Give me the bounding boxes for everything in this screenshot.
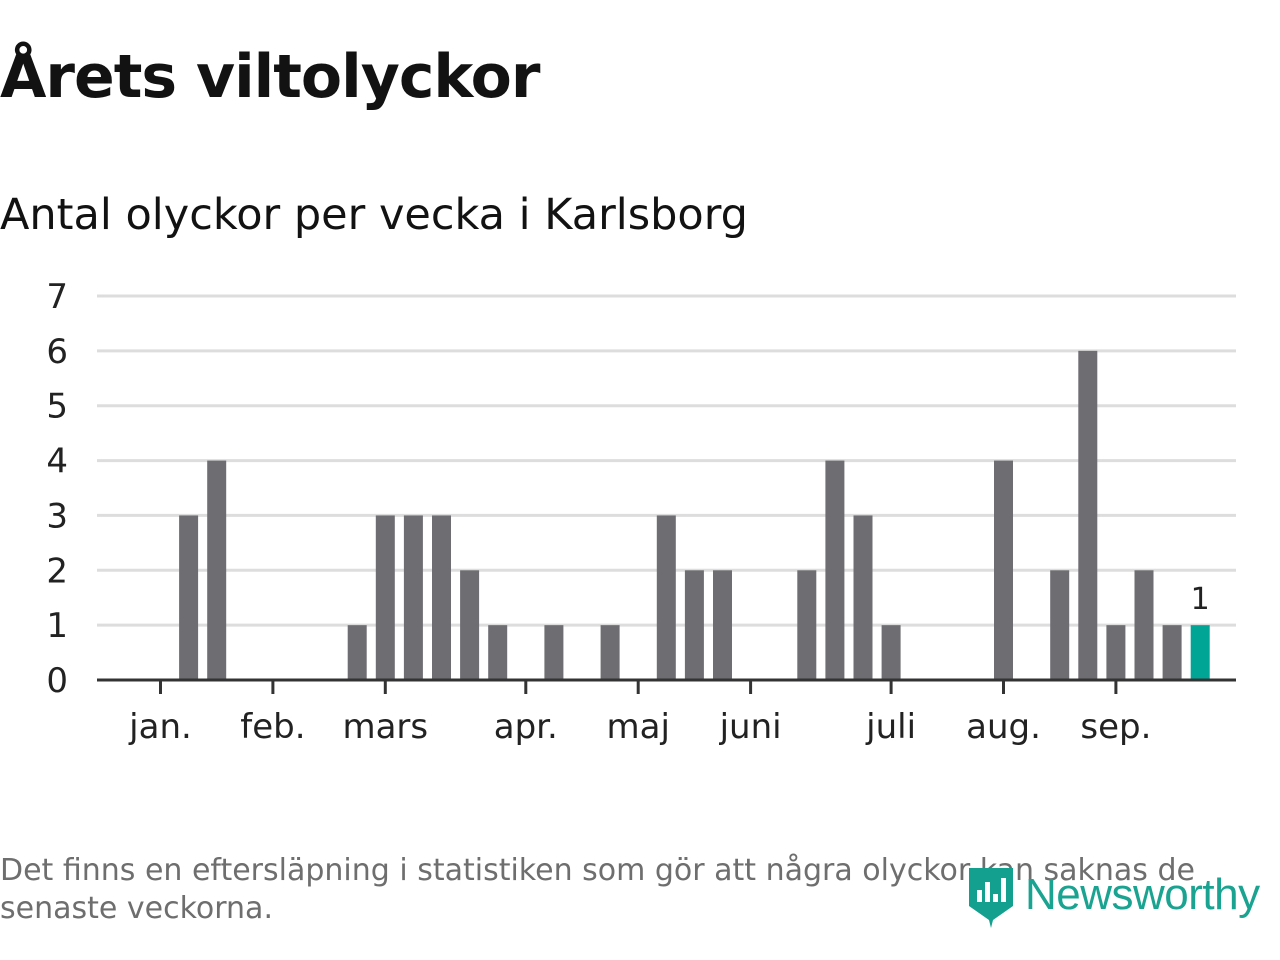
- month-label: sep.: [1080, 707, 1151, 747]
- x-axis-months: jan. feb. mars apr. maj juni juli aug. sep.: [128, 680, 1151, 747]
- newsworthy-logo-icon: [969, 868, 1013, 928]
- bar: [853, 515, 873, 680]
- bar: [825, 460, 845, 680]
- y-tick-label: 1: [46, 606, 68, 646]
- month-label: apr.: [494, 707, 558, 747]
- bar: [1162, 625, 1182, 680]
- data-labels: 1: [1191, 582, 1210, 617]
- bar: [994, 460, 1013, 680]
- chart-title: Årets viltolyckor: [0, 42, 540, 112]
- bar: [403, 515, 423, 680]
- bar: [488, 625, 508, 680]
- bar: [544, 625, 564, 680]
- bar: [460, 570, 480, 680]
- y-axis-ticks: 0 1 2 3 4 5 6 7: [46, 277, 68, 701]
- month-label: juli: [865, 707, 916, 747]
- bar: [881, 625, 901, 680]
- y-tick-label: 2: [46, 551, 68, 591]
- bar: [207, 460, 227, 680]
- chart-subtitle: Antal olyckor per vecka i Karlsborg: [0, 190, 748, 240]
- bar: [179, 515, 199, 680]
- y-tick-label: 4: [46, 442, 68, 482]
- y-tick-label: 0: [46, 661, 68, 701]
- bar: [684, 570, 704, 680]
- bar: [656, 515, 676, 680]
- y-tick-label: 5: [46, 387, 68, 427]
- bar: [375, 515, 395, 680]
- bars: [179, 350, 1210, 680]
- month-label: feb.: [240, 707, 305, 747]
- bar: [432, 515, 451, 680]
- month-label: jan.: [128, 707, 192, 747]
- newsworthy-logo: Newsworthy: [965, 860, 1260, 930]
- bar: [600, 625, 620, 680]
- month-label: aug.: [966, 707, 1041, 747]
- bar: [713, 570, 732, 680]
- bar: [1106, 625, 1126, 680]
- brand-name: Newsworthy: [1025, 870, 1260, 919]
- month-label: mars: [342, 707, 428, 747]
- y-tick-label: 6: [46, 332, 68, 372]
- bar: [347, 625, 367, 680]
- month-label: juni: [719, 707, 782, 747]
- bar: [797, 570, 817, 680]
- y-tick-label: 3: [46, 496, 68, 536]
- bar-highlighted: [1190, 625, 1210, 680]
- month-label: maj: [606, 707, 669, 747]
- bar: [1134, 570, 1154, 680]
- bar: [1050, 570, 1070, 680]
- data-label: 1: [1191, 582, 1210, 617]
- y-tick-label: 7: [46, 277, 68, 317]
- bar: [1078, 350, 1098, 680]
